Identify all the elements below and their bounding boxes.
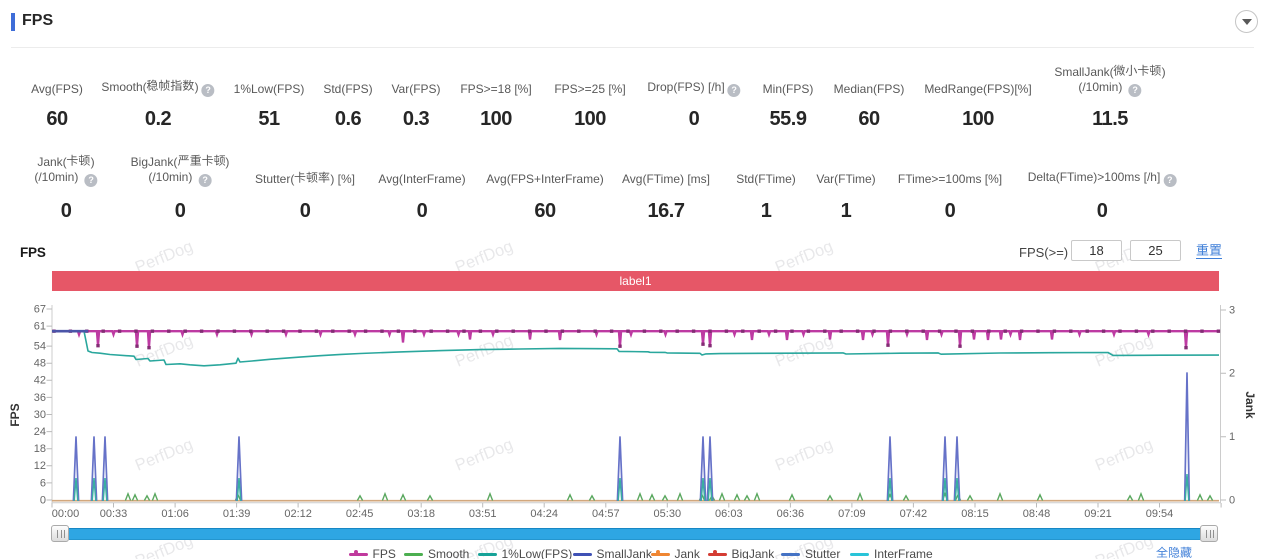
- svg-text:03:51: 03:51: [469, 508, 497, 520]
- svg-text:06:36: 06:36: [777, 508, 805, 520]
- svg-text:67: 67: [34, 303, 46, 315]
- svg-text:02:12: 02:12: [284, 508, 312, 520]
- svg-text:01:39: 01:39: [223, 508, 251, 520]
- svg-text:02:45: 02:45: [346, 508, 374, 520]
- svg-text:08:48: 08:48: [1023, 508, 1051, 520]
- svg-text:09:54: 09:54: [1146, 508, 1174, 520]
- svg-text:04:57: 04:57: [592, 508, 620, 520]
- svg-text:0: 0: [1229, 494, 1235, 506]
- svg-text:54: 54: [34, 341, 46, 353]
- svg-text:00:33: 00:33: [100, 508, 128, 520]
- svg-text:04:24: 04:24: [530, 508, 558, 520]
- svg-text:18: 18: [34, 443, 46, 455]
- svg-text:12: 12: [34, 460, 46, 472]
- svg-text:61: 61: [34, 321, 46, 333]
- svg-text:36: 36: [34, 392, 46, 404]
- svg-text:07:42: 07:42: [900, 508, 928, 520]
- svg-text:05:30: 05:30: [654, 508, 682, 520]
- svg-text:06:03: 06:03: [715, 508, 743, 520]
- svg-text:Jank: Jank: [1243, 391, 1257, 419]
- svg-text:0: 0: [40, 494, 46, 506]
- svg-text:6: 6: [40, 477, 46, 489]
- svg-text:3: 3: [1229, 304, 1235, 316]
- svg-text:30: 30: [34, 409, 46, 421]
- svg-text:03:18: 03:18: [407, 508, 435, 520]
- svg-text:48: 48: [34, 358, 46, 370]
- svg-text:2: 2: [1229, 368, 1235, 380]
- svg-text:09:21: 09:21: [1084, 508, 1112, 520]
- svg-text:01:06: 01:06: [161, 508, 189, 520]
- svg-text:FPS: FPS: [8, 403, 22, 426]
- svg-text:00:00: 00:00: [52, 508, 80, 520]
- svg-text:24: 24: [34, 426, 46, 438]
- svg-text:1: 1: [1229, 431, 1235, 443]
- svg-text:08:15: 08:15: [961, 508, 989, 520]
- svg-text:07:09: 07:09: [838, 508, 866, 520]
- svg-text:42: 42: [34, 375, 46, 387]
